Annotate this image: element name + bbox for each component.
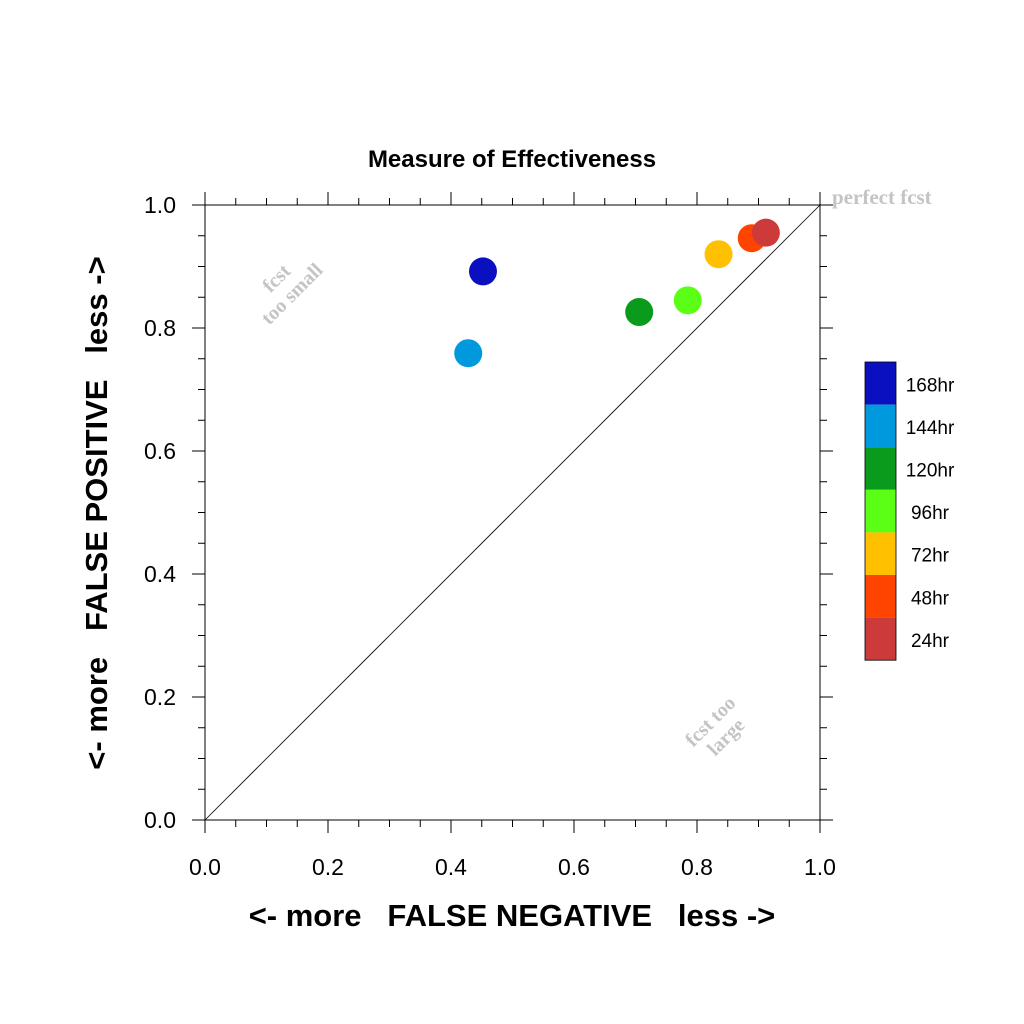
annotation-perfect-fcst: perfect fcst — [832, 185, 932, 209]
legend-label-120hr: 120hr — [906, 461, 955, 482]
point-120hr — [625, 298, 654, 327]
point-96hr — [673, 286, 702, 315]
legend-label-48hr: 48hr — [911, 588, 950, 609]
legend-label-72hr: 72hr — [911, 546, 950, 567]
x-tick-label: 0.2 — [312, 854, 344, 880]
x-tick-label: 1.0 — [804, 854, 836, 880]
diagonal-reference-line — [204, 204, 821, 821]
x-axis-label: <- more FALSE NEGATIVE less -> — [249, 898, 776, 933]
annotation-too-small-line2: too small — [257, 259, 327, 329]
axis-ticks — [192, 192, 833, 833]
legend-swatch-96hr — [865, 489, 896, 533]
y-axis-label: <- more FALSE POSITIVE less -> — [79, 256, 114, 769]
legend-label-24hr: 24hr — [911, 631, 950, 652]
y-tick-label: 0.2 — [144, 684, 176, 710]
tick-labels: 0.0 0.2 0.4 0.6 0.8 1.0 0.0 0.2 0.4 0.6 0.8 1.0 — [144, 192, 836, 880]
point-168hr — [468, 257, 497, 286]
legend-swatch-48hr — [865, 575, 896, 618]
y-tick-label: 0.8 — [144, 315, 176, 341]
annotation-fcst-too-small: fcst too small — [257, 259, 327, 329]
point-24hr — [751, 218, 780, 247]
point-144hr — [454, 339, 483, 368]
legend-label-144hr: 144hr — [906, 418, 955, 439]
legend-swatch-168hr — [865, 362, 896, 405]
y-tick-label: 1.0 — [144, 192, 176, 218]
x-tick-label: 0.6 — [558, 854, 590, 880]
legend-label-96hr: 96hr — [911, 503, 950, 524]
legend-label-168hr: 168hr — [906, 375, 955, 396]
plot-frame — [204, 204, 821, 821]
legend-swatch-24hr — [865, 617, 896, 661]
legend: 168hr 144hr 120hr 96hr 72hr 48hr 24hr — [864, 361, 955, 661]
x-tick-label: 0.8 — [681, 854, 713, 880]
legend-swatch-120hr — [865, 447, 896, 490]
chart-title: Measure of Effectiveness — [368, 146, 656, 173]
x-tick-label: 0.0 — [189, 854, 221, 880]
y-tick-label: 0.4 — [144, 561, 176, 587]
y-tick-label: 0.6 — [144, 438, 176, 464]
data-points — [454, 218, 780, 368]
point-72hr — [704, 240, 733, 269]
x-tick-label: 0.4 — [435, 854, 467, 880]
legend-swatch-72hr — [865, 532, 896, 575]
y-tick-label: 0.0 — [144, 807, 176, 833]
legend-swatch-144hr — [865, 404, 896, 448]
annotation-fcst-too-large: fcst too large — [681, 692, 749, 760]
legend-border — [864, 361, 897, 661]
